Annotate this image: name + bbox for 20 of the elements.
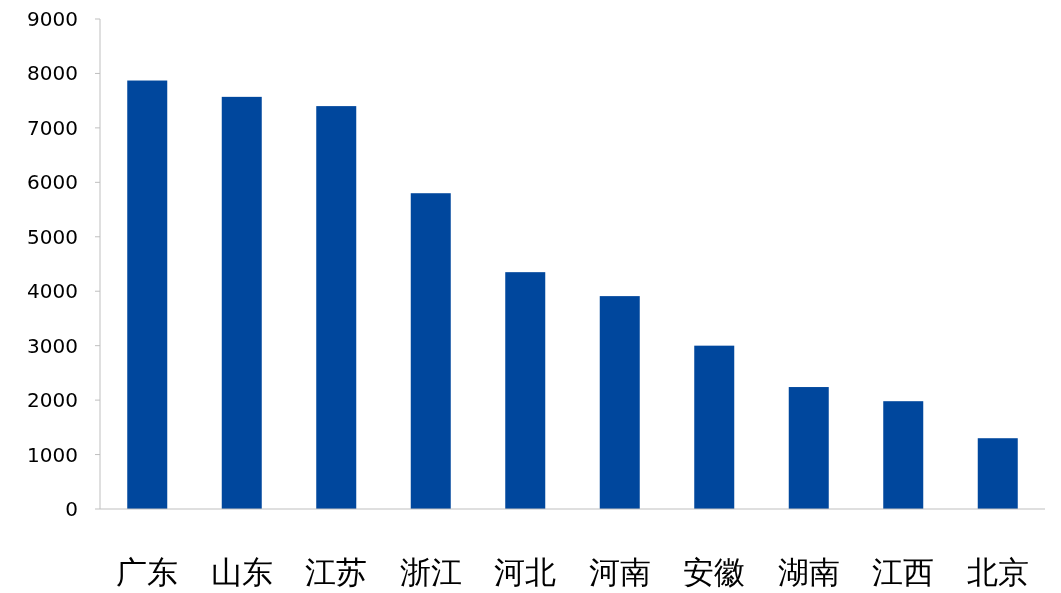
x-tick-label: 山东 xyxy=(210,554,273,590)
x-tick-label: 河南 xyxy=(588,554,651,590)
y-tick-label: 4000 xyxy=(27,279,78,304)
x-tick-label: 湖南 xyxy=(777,554,840,590)
y-tick-label: 2000 xyxy=(27,388,78,413)
x-tick-label: 江苏 xyxy=(305,554,368,590)
y-tick-label: 3000 xyxy=(27,333,78,358)
x-tick-label: 浙江 xyxy=(399,554,462,590)
y-tick-label: 8000 xyxy=(27,61,78,86)
y-tick-label: 6000 xyxy=(27,170,78,195)
x-tick-label: 北京 xyxy=(966,554,1029,590)
x-tick-label: 安徽 xyxy=(683,554,746,590)
y-tick-label: 5000 xyxy=(27,224,78,249)
y-tick-label: 0 xyxy=(65,497,78,521)
y-tick-label: 9000 xyxy=(27,7,78,31)
x-tick-label: 江西 xyxy=(872,554,935,590)
x-tick-label: 河北 xyxy=(494,554,557,590)
x-tick-label: 广东 xyxy=(116,554,179,590)
y-tick-label: 1000 xyxy=(27,442,78,467)
y-tick-label: 7000 xyxy=(27,115,78,140)
